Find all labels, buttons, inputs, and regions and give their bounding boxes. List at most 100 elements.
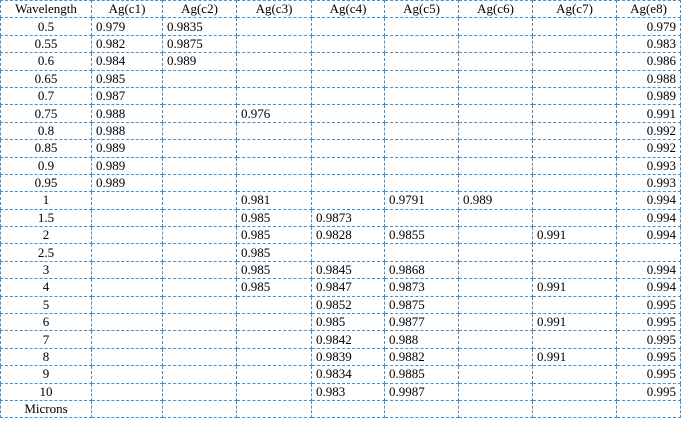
reflectance-cell-ag-c2 xyxy=(162,156,237,175)
reflectance-cell-ag-c5: 0.9885 xyxy=(384,365,459,384)
reflectance-cell-ag-c7 xyxy=(532,121,617,141)
reflectance-cell-ag-c5 xyxy=(384,69,459,88)
reflectance-cell-ag-c2 xyxy=(162,86,237,106)
reflectance-cell-ag-c3 xyxy=(236,399,312,419)
table-row: 0.65 0.985 0.988 xyxy=(0,69,681,88)
reflectance-cell-ag-c6 xyxy=(458,17,533,36)
reflectance-cell-ag-e8: 0.994 xyxy=(616,226,681,245)
reflectance-cell-ag-c6 xyxy=(458,226,533,245)
reflectance-cell-ag-c7 xyxy=(532,69,617,88)
reflectance-cell-ag-c5: 0.9873 xyxy=(384,278,459,297)
reflectance-cell-ag-c7: 0.991 xyxy=(532,313,617,332)
reflectance-cell-ag-c4 xyxy=(311,173,385,193)
reflectance-cell-ag-c1: 0.982 xyxy=(91,34,163,54)
reflectance-cell-ag-c3 xyxy=(236,69,312,88)
reflectance-cell-ag-c5 xyxy=(384,17,459,36)
reflectance-cell-ag-c7 xyxy=(532,156,617,175)
reflectance-cell-ag-c1 xyxy=(91,330,163,349)
table-row: 4 0.985 0.9847 0.9873 0.991 0.994 xyxy=(0,278,681,297)
wavelength-cell: 0.65 xyxy=(0,69,92,88)
reflectance-cell-ag-c5: 0.9855 xyxy=(384,226,459,245)
reflectance-cell-ag-e8: 0.995 xyxy=(616,365,681,384)
wavelength-cell: 0.8 xyxy=(0,121,92,141)
reflectance-cell-ag-c7 xyxy=(532,399,617,419)
wavelength-cell: 5 xyxy=(0,295,92,315)
reflectance-cell-ag-c7 xyxy=(532,243,617,262)
wavelength-cell: 1.5 xyxy=(0,208,92,228)
reflectance-cell-ag-c4 xyxy=(311,243,385,262)
reflectance-cell-ag-c1 xyxy=(91,226,163,245)
reflectance-cell-ag-c6 xyxy=(458,295,533,315)
reflectance-cell-ag-c2 xyxy=(162,243,237,262)
table-row: 10 0.983 0.9987 0.995 xyxy=(0,382,681,401)
reflectance-cell-ag-e8: 0.994 xyxy=(616,191,681,210)
reflectance-cell-ag-c6 xyxy=(458,121,533,141)
reflectance-cell-ag-c3 xyxy=(236,330,312,349)
reflectance-cell-ag-c5: 0.988 xyxy=(384,330,459,349)
reflectance-cell-ag-c6 xyxy=(458,86,533,106)
wavelength-cell: 0.9 xyxy=(0,156,92,175)
reflectance-cell-ag-c3 xyxy=(236,156,312,175)
reflectance-cell-ag-c1: 0.989 xyxy=(91,139,163,158)
reflectance-cell-ag-c1 xyxy=(91,347,163,367)
reflectance-cell-ag-e8: 0.994 xyxy=(616,278,681,297)
wavelength-cell: 1 xyxy=(0,191,92,210)
table-row: 9 0.9834 0.9885 0.995 xyxy=(0,365,681,384)
reflectance-cell-ag-e8: 0.994 xyxy=(616,208,681,228)
reflectance-cell-ag-c4: 0.9839 xyxy=(311,347,385,367)
wavelength-cell: 0.7 xyxy=(0,86,92,106)
reflectance-cell-ag-e8: 0.995 xyxy=(616,382,681,401)
reflectance-cell-ag-c4: 0.9828 xyxy=(311,226,385,245)
reflectance-cell-ag-c6 xyxy=(458,104,533,123)
reflectance-cell-ag-c3: 0.985 xyxy=(236,243,312,262)
reflectance-cell-ag-c5: 0.9875 xyxy=(384,295,459,315)
table-row: 0.7 0.987 0.989 xyxy=(0,86,681,106)
table-row: 0.8 0.988 0.992 xyxy=(0,121,681,141)
reflectance-cell-ag-c7: 0.991 xyxy=(532,278,617,297)
reflectance-cell-ag-c4 xyxy=(311,399,385,419)
reflectance-cell-ag-e8: 0.993 xyxy=(616,156,681,175)
table-row: 0.9 0.989 0.993 xyxy=(0,156,681,175)
reflectance-cell-ag-c2: 0.9835 xyxy=(162,17,237,36)
column-header-ag-c4: Ag(c4) xyxy=(311,0,385,19)
reflectance-cell-ag-c1: 0.987 xyxy=(91,86,163,106)
reflectance-cell-ag-c3 xyxy=(236,17,312,36)
reflectance-cell-ag-e8: 0.989 xyxy=(616,86,681,106)
reflectance-cell-ag-e8 xyxy=(616,399,681,419)
reflectance-cell-ag-e8: 0.995 xyxy=(616,313,681,332)
reflectance-cell-ag-c3 xyxy=(236,173,312,193)
reflectance-cell-ag-c6 xyxy=(458,208,533,228)
reflectance-table: Wavelength Ag(c1) Ag(c2) Ag(c3) Ag(c4) Ag(c5)… xyxy=(0,0,681,419)
table-body: 0.5 0.979 0.9835 0.979 0.55 0.982 0.9875 0.983 0… xyxy=(0,17,681,419)
reflectance-cell-ag-c5 xyxy=(384,139,459,158)
reflectance-cell-ag-e8: 0.991 xyxy=(616,104,681,123)
reflectance-cell-ag-c3 xyxy=(236,52,312,71)
wavelength-cell: 4 xyxy=(0,278,92,297)
reflectance-cell-ag-c2 xyxy=(162,104,237,123)
reflectance-cell-ag-c4: 0.9847 xyxy=(311,278,385,297)
reflectance-cell-ag-c5 xyxy=(384,52,459,71)
reflectance-cell-ag-c1 xyxy=(91,365,163,384)
reflectance-cell-ag-c4: 0.983 xyxy=(311,382,385,401)
reflectance-cell-ag-c2 xyxy=(162,121,237,141)
reflectance-cell-ag-c3: 0.981 xyxy=(236,191,312,210)
table-row: 0.5 0.979 0.9835 0.979 xyxy=(0,17,681,36)
reflectance-cell-ag-c6 xyxy=(458,330,533,349)
reflectance-cell-ag-c4 xyxy=(311,34,385,54)
table-row: 8 0.9839 0.9882 0.991 0.995 xyxy=(0,347,681,367)
reflectance-cell-ag-c2 xyxy=(162,226,237,245)
wavelength-cell: 9 xyxy=(0,365,92,384)
column-header-ag-c5: Ag(c5) xyxy=(384,0,459,19)
reflectance-cell-ag-c6 xyxy=(458,278,533,297)
wavelength-cell: 0.95 xyxy=(0,173,92,193)
reflectance-cell-ag-c2 xyxy=(162,208,237,228)
reflectance-cell-ag-c2 xyxy=(162,382,237,401)
reflectance-cell-ag-c6 xyxy=(458,399,533,419)
reflectance-cell-ag-c1: 0.988 xyxy=(91,104,163,123)
reflectance-cell-ag-c4: 0.9834 xyxy=(311,365,385,384)
wavelength-cell: 0.6 xyxy=(0,52,92,71)
reflectance-cell-ag-e8: 0.988 xyxy=(616,69,681,88)
reflectance-cell-ag-c4 xyxy=(311,191,385,210)
reflectance-cell-ag-c4 xyxy=(311,121,385,141)
reflectance-cell-ag-e8 xyxy=(616,243,681,262)
